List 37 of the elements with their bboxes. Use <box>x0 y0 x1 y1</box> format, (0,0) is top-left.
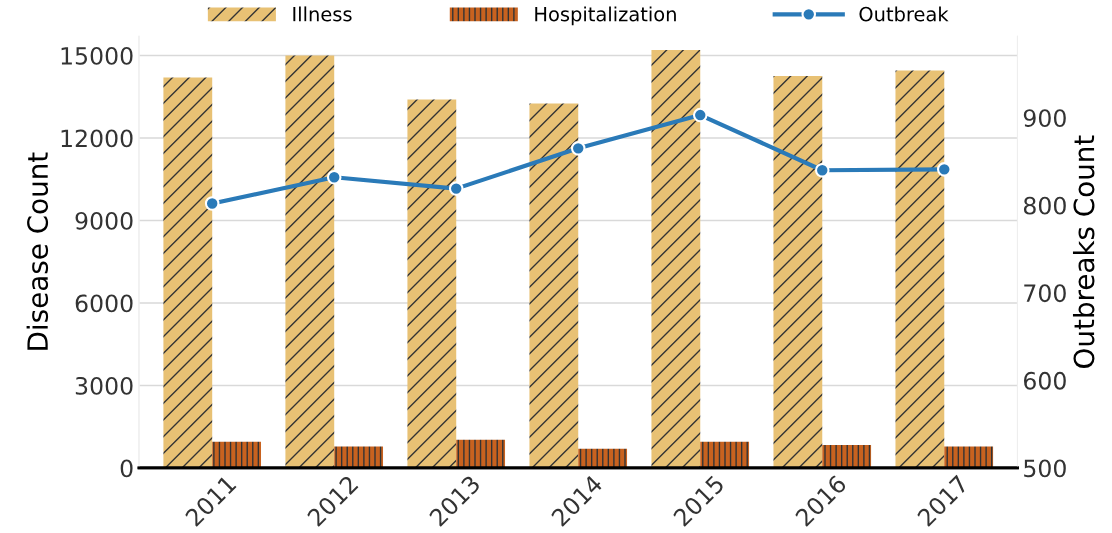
bar <box>895 70 945 468</box>
bar <box>456 439 506 468</box>
legend-label: Hospitalization <box>535 6 676 26</box>
point <box>448 181 464 196</box>
y-tick-label: 15000 <box>61 46 133 65</box>
bar <box>651 49 701 468</box>
point <box>326 169 342 185</box>
y-axis-title: Disease Count <box>26 152 49 350</box>
bar <box>407 99 457 468</box>
legend-label: Illness <box>293 6 352 22</box>
point <box>570 141 586 156</box>
bar <box>334 446 384 468</box>
y2-tick-label: 900 <box>1023 109 1066 127</box>
point <box>692 107 708 123</box>
point <box>814 162 830 178</box>
y2-tick-label: 500 <box>1024 459 1066 478</box>
point <box>936 162 952 177</box>
bar <box>529 103 579 468</box>
bar <box>944 446 994 468</box>
y2-axis-title: Outbreaks Count <box>1072 135 1095 368</box>
y-tick-label: 9000 <box>75 211 133 230</box>
y-tick-label: 6000 <box>75 294 133 313</box>
bar <box>822 444 872 468</box>
point <box>204 196 220 211</box>
bar <box>578 448 628 468</box>
legend-label: Outbreak <box>859 6 949 22</box>
y2-tick-label: 800 <box>1023 196 1066 215</box>
y2-tick-label: 700 <box>1024 284 1066 303</box>
bar <box>700 441 750 468</box>
bar <box>163 77 213 468</box>
y-tick-label: 0 <box>120 459 133 478</box>
y-tick-label: 3000 <box>75 376 133 395</box>
bar <box>773 76 823 468</box>
bar <box>212 441 262 468</box>
bar <box>285 55 335 468</box>
y2-tick-label: 600 <box>1023 371 1066 390</box>
y-tick-label: 12000 <box>61 129 133 148</box>
